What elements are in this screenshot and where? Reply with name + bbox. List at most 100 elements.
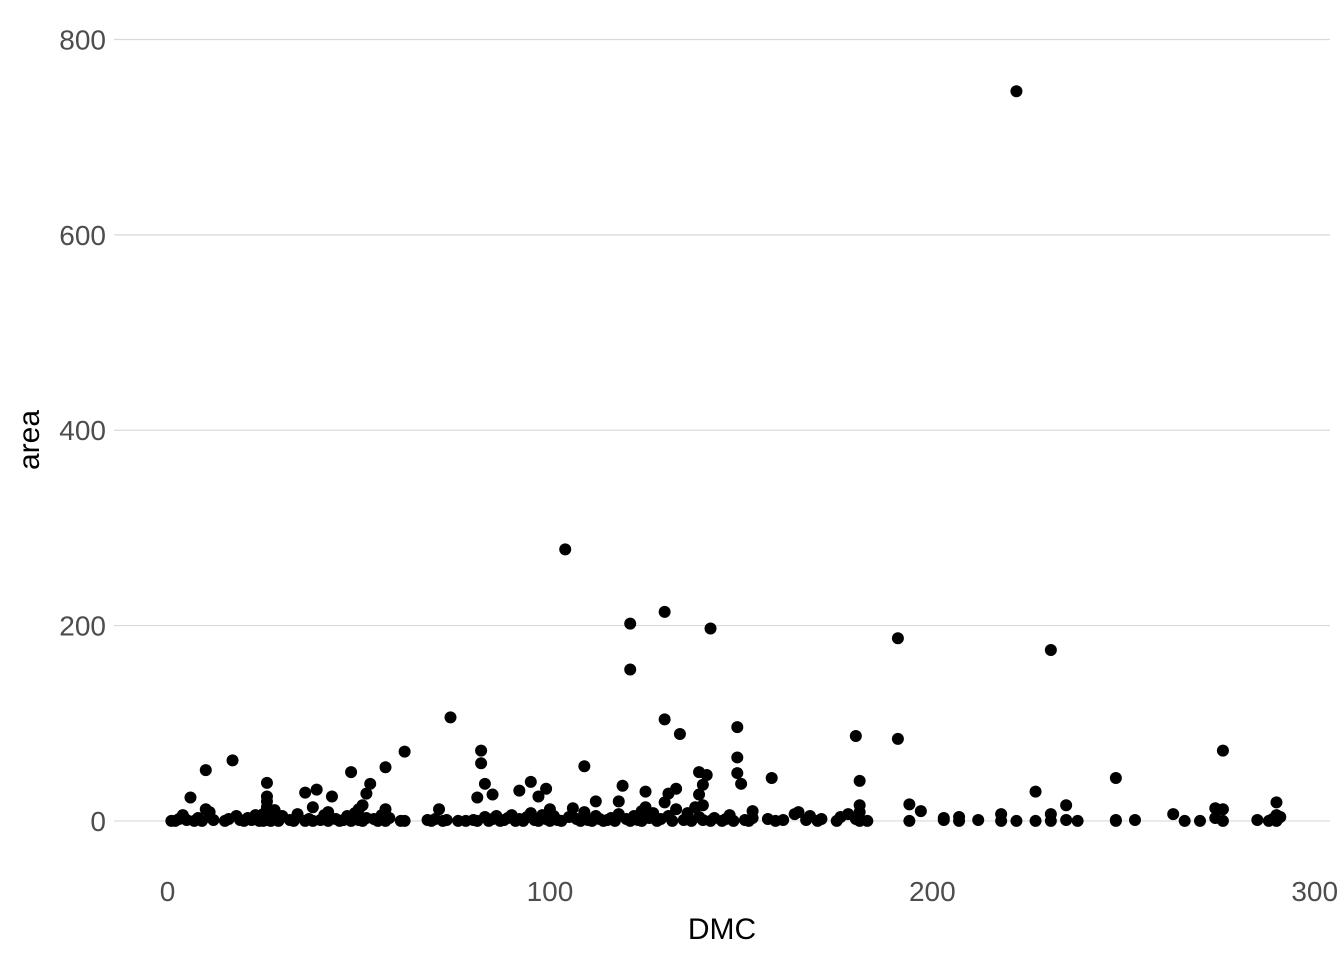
data-point: [1216, 814, 1229, 827]
data-point: [666, 814, 679, 827]
y-tick-label: 400: [59, 415, 106, 446]
x-axis-title: DMC: [688, 913, 756, 946]
data-point: [891, 732, 904, 745]
data-point: [383, 812, 396, 824]
data-point: [1071, 814, 1084, 827]
data-point: [433, 803, 446, 816]
data-point: [379, 761, 392, 774]
data-point: [777, 813, 790, 826]
data-point: [478, 777, 491, 790]
data-point: [1029, 814, 1042, 827]
data-point: [299, 786, 312, 799]
data-point: [260, 790, 273, 803]
data-point: [624, 663, 637, 676]
x-tick-labels: 0 100 200 300: [160, 876, 1338, 907]
data-point: [693, 788, 706, 801]
data-point: [559, 543, 572, 556]
data-point: [1109, 771, 1122, 784]
data-point: [696, 799, 709, 812]
data-point: [746, 812, 759, 824]
x-tick-label: 200: [909, 876, 956, 907]
y-gridlines: [114, 38, 1330, 822]
x-tick-label: 300: [1291, 876, 1338, 907]
data-point: [398, 745, 411, 758]
data-point: [700, 769, 713, 782]
data-point: [696, 778, 709, 791]
data-point: [972, 813, 985, 826]
data-point: [861, 814, 874, 827]
data-point: [735, 777, 748, 790]
data-point: [853, 799, 866, 812]
data-point: [360, 787, 373, 800]
data-point: [364, 777, 377, 790]
data-point: [815, 812, 828, 825]
data-point: [578, 760, 591, 773]
data-point: [624, 617, 637, 630]
data-point: [1128, 813, 1141, 826]
data-point: [1216, 803, 1229, 816]
data-point: [1216, 744, 1229, 757]
data-point: [670, 803, 683, 816]
data-point: [670, 782, 683, 795]
x-tick-label: 0: [160, 876, 176, 907]
data-point: [658, 605, 671, 618]
data-point: [1270, 796, 1283, 809]
data-point: [524, 775, 537, 788]
data-point: [1060, 813, 1073, 826]
data-point: [673, 728, 686, 740]
data-point: [903, 814, 916, 827]
data-point: [532, 790, 545, 803]
y-tick-label: 200: [59, 611, 106, 642]
y-tick-label: 600: [59, 220, 106, 251]
data-point: [475, 757, 488, 770]
data-point: [540, 782, 553, 795]
data-point: [853, 774, 866, 787]
data-point: [891, 632, 904, 645]
data-point: [1029, 785, 1042, 798]
y-tick-label: 800: [59, 25, 106, 56]
data-point: [486, 788, 499, 801]
data-point: [345, 766, 358, 779]
data-points: [165, 85, 1287, 827]
data-point: [322, 806, 335, 819]
data-point: [658, 713, 671, 726]
data-point: [1193, 814, 1206, 827]
data-point: [440, 813, 453, 826]
data-point: [398, 814, 411, 827]
data-point: [306, 801, 319, 814]
data-point: [731, 751, 744, 764]
y-axis-title: area: [13, 410, 46, 470]
data-point: [995, 814, 1008, 827]
data-point: [184, 791, 197, 804]
data-point: [325, 790, 338, 803]
data-point: [1178, 814, 1191, 827]
data-point: [475, 744, 488, 757]
data-point: [207, 813, 220, 826]
data-point: [310, 783, 323, 796]
data-point: [914, 805, 927, 818]
data-point: [1060, 799, 1073, 812]
data-point: [731, 721, 744, 734]
data-point: [1010, 814, 1023, 827]
data-point: [1167, 808, 1180, 821]
x-tick-label: 100: [527, 876, 574, 907]
data-point: [260, 776, 273, 789]
data-point: [903, 798, 916, 811]
data-point: [849, 729, 862, 742]
data-point: [1109, 813, 1122, 826]
data-point: [1044, 644, 1057, 656]
data-point: [792, 806, 805, 819]
data-point: [727, 814, 740, 827]
data-point: [356, 799, 369, 812]
data-point: [639, 785, 652, 798]
data-point: [291, 808, 304, 821]
data-point: [1251, 813, 1264, 826]
data-point: [566, 802, 579, 815]
data-point: [471, 791, 484, 804]
data-point: [616, 779, 629, 792]
data-point: [1274, 811, 1287, 824]
y-tick-labels: 0 200 400 600 800: [59, 25, 106, 837]
data-point: [731, 767, 744, 780]
